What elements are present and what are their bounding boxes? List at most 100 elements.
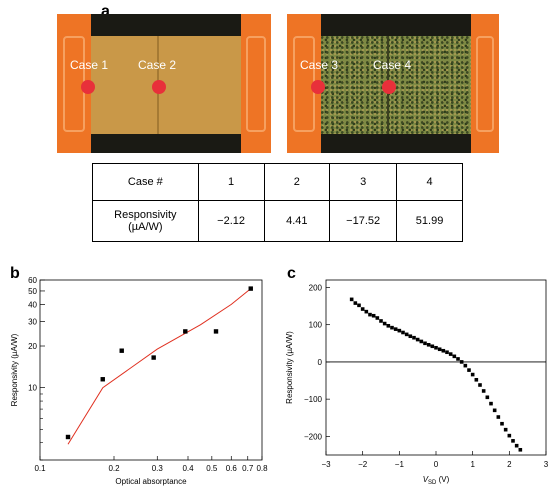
panel-label-b: b — [10, 265, 20, 282]
data-point — [485, 395, 490, 400]
value-cell: −2.12 — [197, 200, 265, 242]
value-cell: −17.52 — [329, 200, 398, 242]
channel-region — [91, 36, 241, 134]
x-axis-title: Optical absorptance — [115, 477, 187, 486]
y-axis-title: Responsivity (µA/W) — [285, 331, 294, 404]
header-cell: 1 — [197, 163, 265, 201]
y-tick-label: 200 — [309, 283, 323, 292]
x-tick-label: −3 — [321, 460, 331, 469]
data-point — [430, 344, 435, 349]
data-point — [463, 363, 468, 368]
laser-spot-case-3 — [311, 80, 325, 94]
y-axis-title: Responsivity (µA/W) — [10, 333, 19, 406]
data-point — [500, 421, 504, 426]
data-point — [100, 377, 105, 382]
y-tick-label: 50 — [28, 287, 37, 296]
data-point — [459, 360, 464, 364]
chart-c-responsivity-vs-bias: 200 100 0 −100 −200 −3 −2 −1 0 1 2 3 VSD (V) Responsi… — [285, 279, 549, 486]
data-point — [470, 372, 475, 377]
x-tick-label: 3 — [544, 460, 549, 469]
data-point — [408, 334, 413, 339]
data-point — [445, 350, 449, 355]
table-header-row: Case # 1 2 3 4 — [92, 163, 463, 201]
panel-label-a: a — [101, 3, 110, 20]
panel-label-c: c — [287, 265, 296, 282]
y-tick-label: 10 — [28, 384, 37, 393]
data-point — [489, 401, 493, 406]
chart-b-responsivity-vs-absorptance: 10 20 30 40 50 60 0.1 0.2 0.3 0.4 0.5 0.6 0.7 0.8 Opti… — [10, 276, 268, 486]
header-cell: Case # — [92, 163, 199, 201]
data-point — [386, 323, 391, 328]
data-point — [65, 434, 71, 440]
laser-spot-case-2 — [152, 80, 166, 94]
row-label-cell: Responsivity (µA/W) — [92, 200, 199, 242]
data-point — [360, 307, 365, 311]
data-point — [518, 447, 523, 452]
data-point — [353, 301, 358, 305]
data-point — [514, 443, 519, 448]
y-tick-label: 30 — [28, 318, 37, 327]
data-point — [248, 286, 253, 291]
y-tick-label: 0 — [318, 358, 323, 367]
x-tick-label: 0.6 — [226, 464, 238, 473]
data-point — [364, 309, 369, 314]
header-cell: 2 — [263, 163, 331, 201]
x-tick-label: 0.2 — [108, 464, 120, 473]
y-tick-label: −100 — [304, 395, 323, 404]
data-point — [507, 433, 512, 438]
header-cell: 3 — [329, 163, 398, 201]
data-point — [368, 312, 372, 317]
x-tick-label: −1 — [395, 460, 405, 469]
data-point — [183, 329, 188, 334]
x-tick-label: 0.4 — [182, 464, 194, 473]
data-point — [467, 368, 471, 372]
x-tick-label: 0.3 — [152, 464, 164, 473]
y-tick-label: 100 — [309, 321, 323, 330]
data-point — [434, 345, 438, 350]
x-tick-label: 0.7 — [242, 464, 254, 473]
data-point — [478, 383, 482, 387]
data-point — [426, 342, 431, 347]
data-point — [492, 408, 497, 413]
case-1-label: Case 1 — [70, 58, 109, 72]
case-4-label: Case 4 — [373, 58, 412, 72]
plot-frame — [39, 279, 263, 461]
data-point — [397, 328, 402, 333]
fit-line — [67, 288, 252, 445]
x-tick-label: 1 — [470, 460, 475, 469]
x-tick-label: 2 — [507, 460, 512, 469]
value-cell: 51.99 — [396, 200, 463, 242]
data-point — [393, 327, 398, 331]
case-3-label: Case 3 — [300, 58, 339, 72]
data-point — [496, 415, 501, 419]
x-tick-label: 0.5 — [206, 464, 218, 473]
data-point — [404, 332, 409, 337]
x-tick-label: 0.1 — [34, 464, 46, 473]
y-tick-label: 20 — [28, 342, 37, 351]
data-point — [474, 377, 479, 382]
micrograph-right: Case 3 Case 4 — [287, 14, 499, 153]
data-point — [375, 316, 380, 320]
laser-spot-case-1 — [81, 80, 95, 94]
header-cell: 4 — [396, 163, 463, 201]
data-point — [503, 427, 508, 432]
data-point — [456, 357, 460, 361]
x-tick-label: 0 — [434, 460, 439, 469]
data-point — [371, 313, 376, 318]
data-point — [452, 354, 457, 359]
data-point — [357, 303, 361, 308]
x-tick-label: −2 — [358, 460, 368, 469]
dotted-channel-region — [321, 36, 471, 134]
laser-spot-case-4 — [382, 80, 396, 94]
data-point — [419, 339, 424, 344]
data-point — [437, 347, 442, 352]
y-tick-label: 40 — [28, 300, 37, 309]
data-point — [481, 389, 486, 393]
value-cell: 4.41 — [263, 200, 331, 242]
case-2-label: Case 2 — [138, 58, 177, 72]
data-point — [412, 335, 416, 340]
data-point — [441, 348, 446, 353]
data-point — [511, 439, 515, 443]
data-point — [151, 355, 156, 360]
responsivity-table: Case # 1 2 3 4 Responsivity (µA/W) −2.12… — [92, 163, 463, 242]
